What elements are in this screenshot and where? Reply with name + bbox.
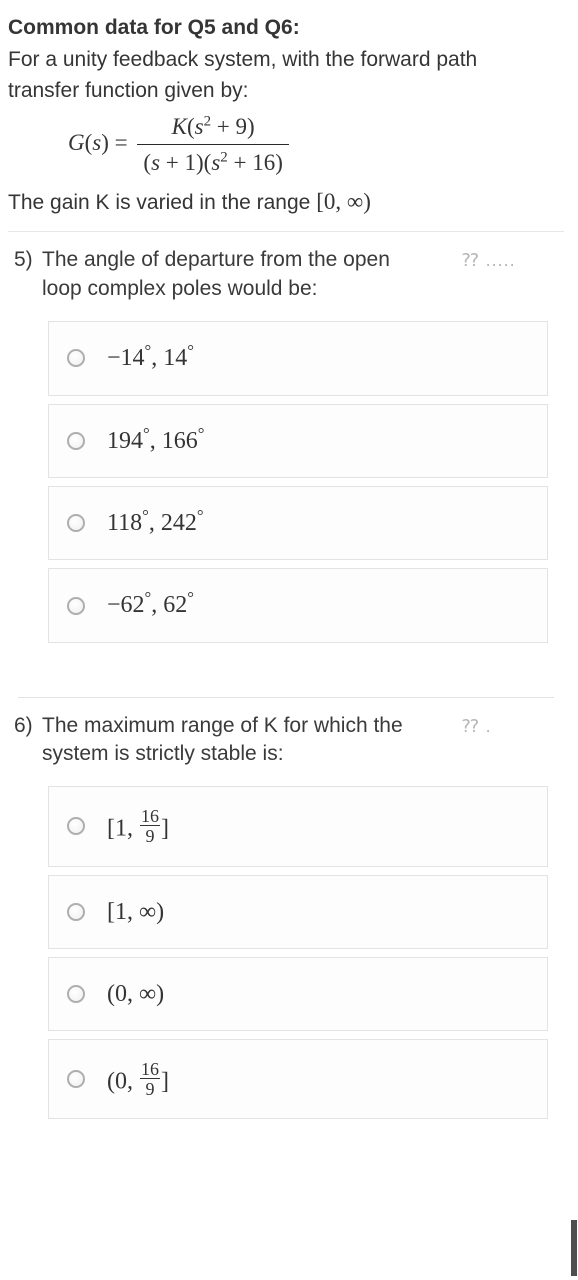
question-5-block: 5) The angle of departure from the open … <box>8 231 564 642</box>
transfer-function-equation: G(s) = K(s2 + 9) (s + 1)(s2 + 16) <box>68 111 564 178</box>
radio-icon <box>67 1070 85 1088</box>
gain-range-line: The gain K is varied in the range [0, ∞) <box>8 186 564 217</box>
radio-icon <box>67 514 85 532</box>
intro-line-1: For a unity feedback system, with the fo… <box>8 46 564 74</box>
q5-option-a[interactable]: −14°, 14° <box>48 321 548 395</box>
gain-range-value: [0, ∞) <box>316 189 371 214</box>
question-6-options: [1, 16 9 ] [1, ∞) (0, ∞) (0, 16 <box>48 786 548 1119</box>
question-5-options: −14°, 14° 194°, 166° 118°, 242° −62°, 62… <box>48 321 548 643</box>
q6-option-c[interactable]: (0, ∞) <box>48 957 548 1031</box>
equation-lhs-s: s <box>92 130 101 155</box>
q6-option-d-label: (0, 16 9 ] <box>107 1060 169 1098</box>
question-5-marks-hint: ⁇ ..... <box>462 246 542 272</box>
q5-option-b[interactable]: 194°, 166° <box>48 404 548 478</box>
common-data-title: Common data for Q5 and Q6: <box>8 14 564 42</box>
q5-option-b-label: 194°, 166° <box>107 425 204 457</box>
radio-icon <box>67 597 85 615</box>
fraction-16-9: 16 9 <box>140 1060 160 1098</box>
spacer <box>8 651 564 697</box>
radio-icon <box>67 349 85 367</box>
q5-option-d[interactable]: −62°, 62° <box>48 568 548 642</box>
equation-lhs-G: G <box>68 130 85 155</box>
q5-option-c[interactable]: 118°, 242° <box>48 486 548 560</box>
question-6-marks-hint: ⁇ . <box>462 712 542 738</box>
q6-option-c-label: (0, ∞) <box>107 978 164 1010</box>
question-5-text: The angle of departure from the open loo… <box>42 246 462 303</box>
q6-option-d[interactable]: (0, 16 9 ] <box>48 1039 548 1119</box>
equation-denominator: (s + 1)(s2 + 16) <box>137 145 288 178</box>
radio-icon <box>67 903 85 921</box>
q5-option-a-label: −14°, 14° <box>107 342 194 374</box>
equation-numerator: K(s2 + 9) <box>137 111 288 145</box>
page-root: Common data for Q5 and Q6: For a unity f… <box>0 0 578 1151</box>
radio-icon <box>67 985 85 1003</box>
q6-option-b-label: [1, ∞) <box>107 896 164 928</box>
equation-equals: = <box>109 130 133 155</box>
intro-line-2: transfer function given by: <box>8 77 564 105</box>
question-6-prompt: 6) The maximum range of K for which the … <box>8 712 564 769</box>
q6-option-b[interactable]: [1, ∞) <box>48 875 548 949</box>
radio-icon <box>67 432 85 450</box>
q5-option-c-label: 118°, 242° <box>107 507 204 539</box>
common-data-header: Common data for Q5 and Q6: For a unity f… <box>8 14 564 217</box>
q6-option-a-label: [1, 16 9 ] <box>107 807 169 845</box>
radio-icon <box>67 817 85 835</box>
fraction-16-9: 16 9 <box>140 807 160 845</box>
question-6-block: 6) The maximum range of K for which the … <box>8 712 564 1120</box>
question-6-text: The maximum range of K for which the sys… <box>42 712 462 769</box>
section-divider <box>18 697 554 698</box>
equation-fraction: K(s2 + 9) (s + 1)(s2 + 16) <box>137 111 288 178</box>
scrollbar-thumb[interactable] <box>571 1220 577 1276</box>
question-6-number: 6) <box>8 712 42 740</box>
question-5-prompt: 5) The angle of departure from the open … <box>8 246 564 303</box>
question-5-number: 5) <box>8 246 42 274</box>
q5-option-d-label: −62°, 62° <box>107 589 194 621</box>
q6-option-a[interactable]: [1, 16 9 ] <box>48 786 548 866</box>
